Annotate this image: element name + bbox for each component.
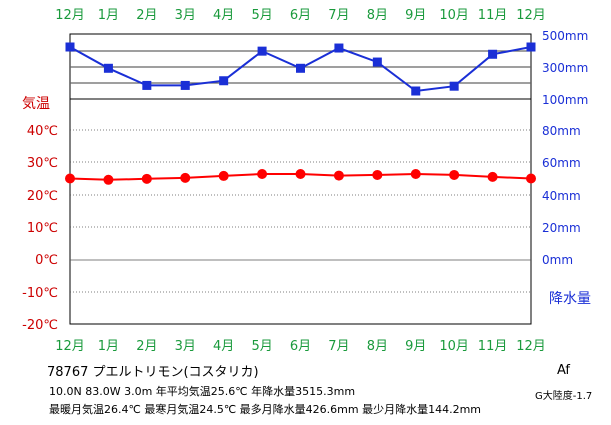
precipitation-point [219,76,229,86]
month-label: 2月 [136,8,157,23]
month-label: 9月 [405,8,426,23]
month-label: 12月 [55,8,85,23]
precipitation-tick-label: 100mm [542,93,588,107]
temperature-point [487,171,498,182]
month-label: 12月 [55,339,85,354]
temperature-axis-title: 気温 [22,96,50,112]
precipitation-tick-label: 40mm [542,189,581,203]
temperature-point [333,170,344,181]
precipitation-tick-label: 20mm [542,221,581,235]
precipitation-point [488,49,498,59]
station-info-line2: 最暖月気温26.4℃ 最寒月気温24.5℃ 最多月降水量426.6mm 最少月降… [49,403,482,416]
precipitation-point [411,86,421,96]
month-label: 10月 [439,339,469,354]
month-label: 11月 [478,339,508,354]
temperature-point [372,169,383,180]
temperature-point [410,168,421,179]
climate-code: Af [557,363,571,378]
temperature-point [141,173,152,184]
month-label: 3月 [175,8,196,23]
month-label: 12月 [516,339,546,354]
precipitation-point [180,80,190,90]
month-label: 5月 [251,339,272,354]
continentality-index: G大陸度-1.7 [535,391,593,402]
month-label: 8月 [367,339,388,354]
month-label: 6月 [290,8,311,23]
month-label: 5月 [251,8,272,23]
precipitation-tick-labels: 500mm 300mm 100mm 80mm 60mm 40mm 20mm 0mm [542,29,588,267]
month-label: 8月 [367,8,388,23]
precipitation-tick-label: 300mm [542,61,588,75]
precipitation-tick-label: 0mm [542,253,573,267]
month-label: 7月 [328,8,349,23]
temperature-point [218,170,229,181]
precipitation-axis-title: 降水量 [549,291,591,307]
month-label: 9月 [405,339,426,354]
month-label: 2月 [136,339,157,354]
precipitation-point [526,42,536,52]
temperature-tick-labels: 40℃ 30℃ 20℃ 10℃ 0℃ -10℃ -20℃ [22,124,58,333]
month-labels-top: 12月 1月 2月 3月 4月 5月 6月 7月 8月 9月 10月 11月 12月 [55,8,546,23]
precipitation-tick-label: 80mm [542,124,581,138]
station-info-line1: 10.0N 83.0W 3.0m 年平均気温25.6℃ 年降水量3515.3mm [49,385,356,398]
month-label: 10月 [439,8,469,23]
series [65,42,536,185]
month-label: 6月 [290,339,311,354]
month-label: 4月 [213,339,234,354]
temperature-point [526,173,536,184]
precipitation-point [449,81,459,91]
temperature-tick-label: -20℃ [22,318,58,333]
temperature-tick-label: -10℃ [22,286,58,301]
month-label: 7月 [328,339,349,354]
precipitation-point [103,63,113,73]
temperature-tick-label: 40℃ [27,124,58,139]
temperature-tick-label: 30℃ [27,156,58,171]
temperature-tick-label: 0℃ [35,253,58,268]
temperature-tick-label: 20℃ [27,189,58,204]
precipitation-point [65,42,75,52]
precipitation-point [142,80,152,90]
precipitation-point [257,46,267,56]
precipitation-point [296,63,305,73]
temperature-point [180,172,191,183]
month-label: 11月 [478,8,508,23]
precipitation-point [372,57,382,67]
month-label: 12月 [516,8,546,23]
precipitation-tick-label: 500mm [542,29,588,43]
month-label: 4月 [213,8,234,23]
month-labels-bottom: 12月 1月 2月 3月 4月 5月 6月 7月 8月 9月 10月 11月 12月 [55,339,546,354]
temperature-point [449,169,460,180]
month-label: 1月 [98,339,119,354]
temperature-point [65,173,75,184]
temperature-point [295,168,306,179]
temperature-point [103,174,114,185]
station-title: 78767 プエルトリモン(コスタリカ) [47,365,259,380]
month-label: 3月 [175,339,196,354]
precipitation-tick-label: 60mm [542,156,581,170]
temperature-point [257,168,268,179]
precipitation-point [334,43,344,53]
temperature-tick-label: 10℃ [27,221,58,236]
month-label: 1月 [98,8,119,23]
